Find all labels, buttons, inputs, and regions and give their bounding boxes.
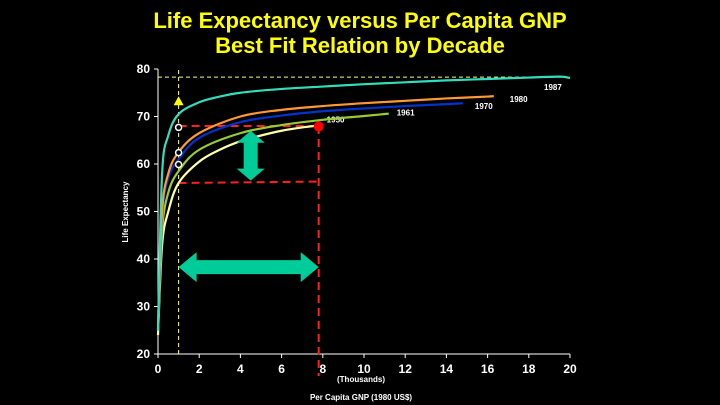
series-line-1950 <box>156 124 319 336</box>
series-label-1980: 1980 <box>510 95 528 104</box>
x-tick-label: 2 <box>196 362 203 376</box>
x-tick-label: 8 <box>319 362 326 376</box>
x-tick-label: 0 <box>155 362 162 376</box>
red-point-marker-1950 <box>313 121 324 132</box>
series-label-1961: 1961 <box>397 109 415 118</box>
x-tick-label: 14 <box>440 362 454 376</box>
guide-lines <box>158 69 570 376</box>
red-dashed-lower-line <box>178 180 319 184</box>
series-line-1987 <box>156 75 571 331</box>
hollow-point-marker <box>174 160 183 169</box>
y-tick-label: 60 <box>137 157 151 171</box>
y-tick-label: 40 <box>137 252 151 266</box>
y-tick-label: 20 <box>137 347 151 361</box>
x-tick-label: 4 <box>237 362 244 376</box>
x-axis-unit-note: (Thousands) <box>337 375 385 384</box>
hollow-point-marker <box>174 123 183 132</box>
vertical-double-arrow <box>236 130 265 181</box>
y-tick-label: 70 <box>137 110 151 124</box>
series-line-1961 <box>156 112 389 331</box>
series-line-1970 <box>156 102 463 331</box>
series-line-1980 <box>156 94 495 326</box>
y-axis-label: Life Expectancy <box>121 181 130 242</box>
x-tick-label: 12 <box>399 362 413 376</box>
x-tick-label: 16 <box>481 362 495 376</box>
chart-axes: 0 2 4 6 8 10 12 14 16 18 20 20 30 40 50 60 70 80 <box>137 62 577 376</box>
x-tick-label: 6 <box>278 362 285 376</box>
series-curves: 1950 1961 1970 1980 1987 <box>156 75 571 336</box>
chart-subtitle: Best Fit Relation by Decade <box>215 33 505 58</box>
annotation-marks <box>173 96 324 283</box>
horizontal-double-arrow <box>178 252 319 283</box>
series-label-1987: 1987 <box>544 83 562 92</box>
x-axis-label: Per Capita GNP (1980 US$) <box>310 393 412 402</box>
chart-title: Life Expectancy versus Per Capita GNP <box>153 8 567 33</box>
series-label-1950: 1950 <box>327 116 345 125</box>
y-tick-label: 30 <box>137 300 151 314</box>
x-tick-label: 10 <box>357 362 371 376</box>
x-tick-label: 20 <box>563 362 577 376</box>
x-tick-label: 18 <box>522 362 536 376</box>
hollow-point-marker <box>174 148 183 157</box>
series-label-1970: 1970 <box>475 102 493 111</box>
y-tick-label: 80 <box>137 62 151 76</box>
y-tick-label: 50 <box>137 205 151 219</box>
triangle-marker <box>173 96 184 106</box>
